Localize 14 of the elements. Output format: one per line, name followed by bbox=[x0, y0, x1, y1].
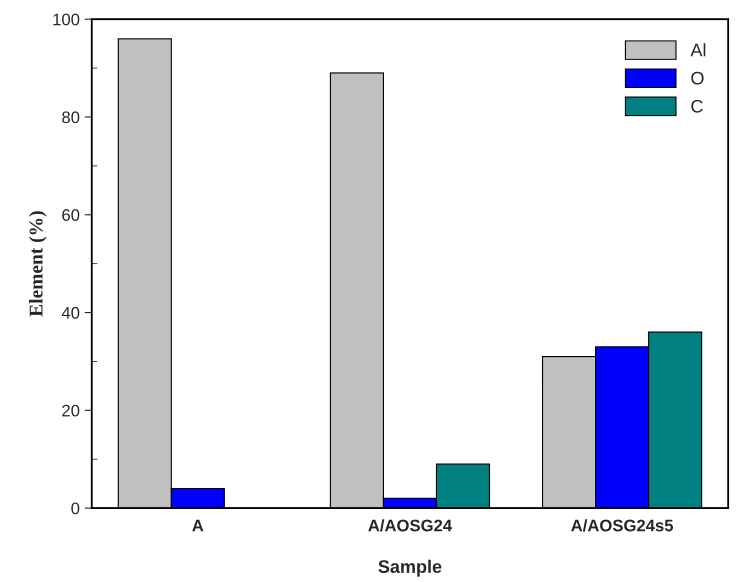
legend-label: C bbox=[691, 100, 703, 113]
x-tick-label: A bbox=[192, 520, 204, 532]
legend-label: Al bbox=[690, 43, 706, 56]
y-tick-label: 0 bbox=[71, 502, 80, 514]
x-tick-label: A/AOSG24 bbox=[368, 519, 452, 532]
y-tick-label: 20 bbox=[62, 404, 80, 417]
y-axis-title: Element (%) bbox=[28, 211, 47, 316]
x-tick-label: A/AOSG24s5 bbox=[571, 519, 674, 532]
y-tick-label: 40 bbox=[62, 306, 80, 319]
y-tick-label: 100 bbox=[53, 14, 80, 26]
legend-label: O bbox=[691, 72, 704, 85]
x-axis-title: Sample bbox=[378, 560, 442, 577]
y-tick-label: 80 bbox=[62, 111, 80, 124]
y-tick-label: 60 bbox=[62, 209, 80, 221]
